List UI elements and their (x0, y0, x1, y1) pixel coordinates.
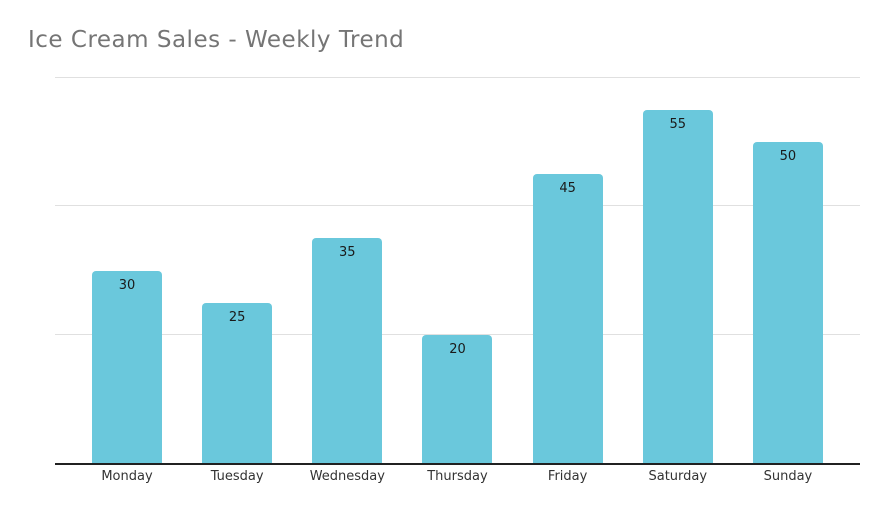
gridline-60 (55, 77, 860, 78)
bar-sunday: 50 (752, 142, 823, 463)
bar-value-label: 55 (669, 117, 687, 133)
bar-value-label: 35 (339, 245, 356, 261)
gridline-20 (55, 333, 860, 335)
x-label-slot: Friday (533, 469, 603, 484)
chart-title: Ice Cream Sales - Weekly Trend (28, 27, 405, 53)
x-axis-label: Tuesday (210, 469, 264, 484)
bar-value-label: 20 (449, 341, 466, 357)
bar-value-label: 30 (118, 277, 136, 293)
bar-friday: 45 (532, 174, 603, 463)
bar-wednesday: 35 (312, 238, 383, 463)
x-axis-line (55, 463, 860, 465)
x-axis-label: Monday (101, 469, 153, 484)
x-axis-label: Saturday (648, 469, 708, 484)
gridline-40 (55, 205, 860, 207)
x-axis-labels: Monday Tuesday Wednesday Thursday Friday Satu… (55, 469, 860, 484)
x-label-slot: Wednesday (309, 469, 385, 484)
bar-thursday: 20 (422, 334, 493, 463)
x-axis-label: Friday (547, 469, 588, 484)
x-label-slot: Monday (92, 469, 162, 484)
x-axis-label: Sunday (763, 469, 813, 484)
bars-container: 30 25 35 20 45 55 50 (55, 78, 860, 463)
x-label-slot: Tuesday (202, 469, 272, 484)
plot-area: 30 25 35 20 45 55 50 (55, 77, 860, 465)
bar-saturday: 55 (642, 110, 713, 463)
bar-monday: 30 (92, 270, 162, 463)
x-axis-label: Wednesday (309, 469, 385, 484)
x-label-slot: Thursday (422, 469, 492, 484)
x-label-slot: Saturday (643, 469, 713, 484)
bar-value-label: 45 (559, 181, 576, 197)
bar-value-label: 50 (779, 149, 797, 165)
bar-value-label: 25 (228, 309, 246, 325)
x-axis-label: Thursday (427, 469, 488, 484)
bar-tuesday: 25 (202, 302, 273, 463)
x-label-slot: Sunday (753, 469, 823, 484)
